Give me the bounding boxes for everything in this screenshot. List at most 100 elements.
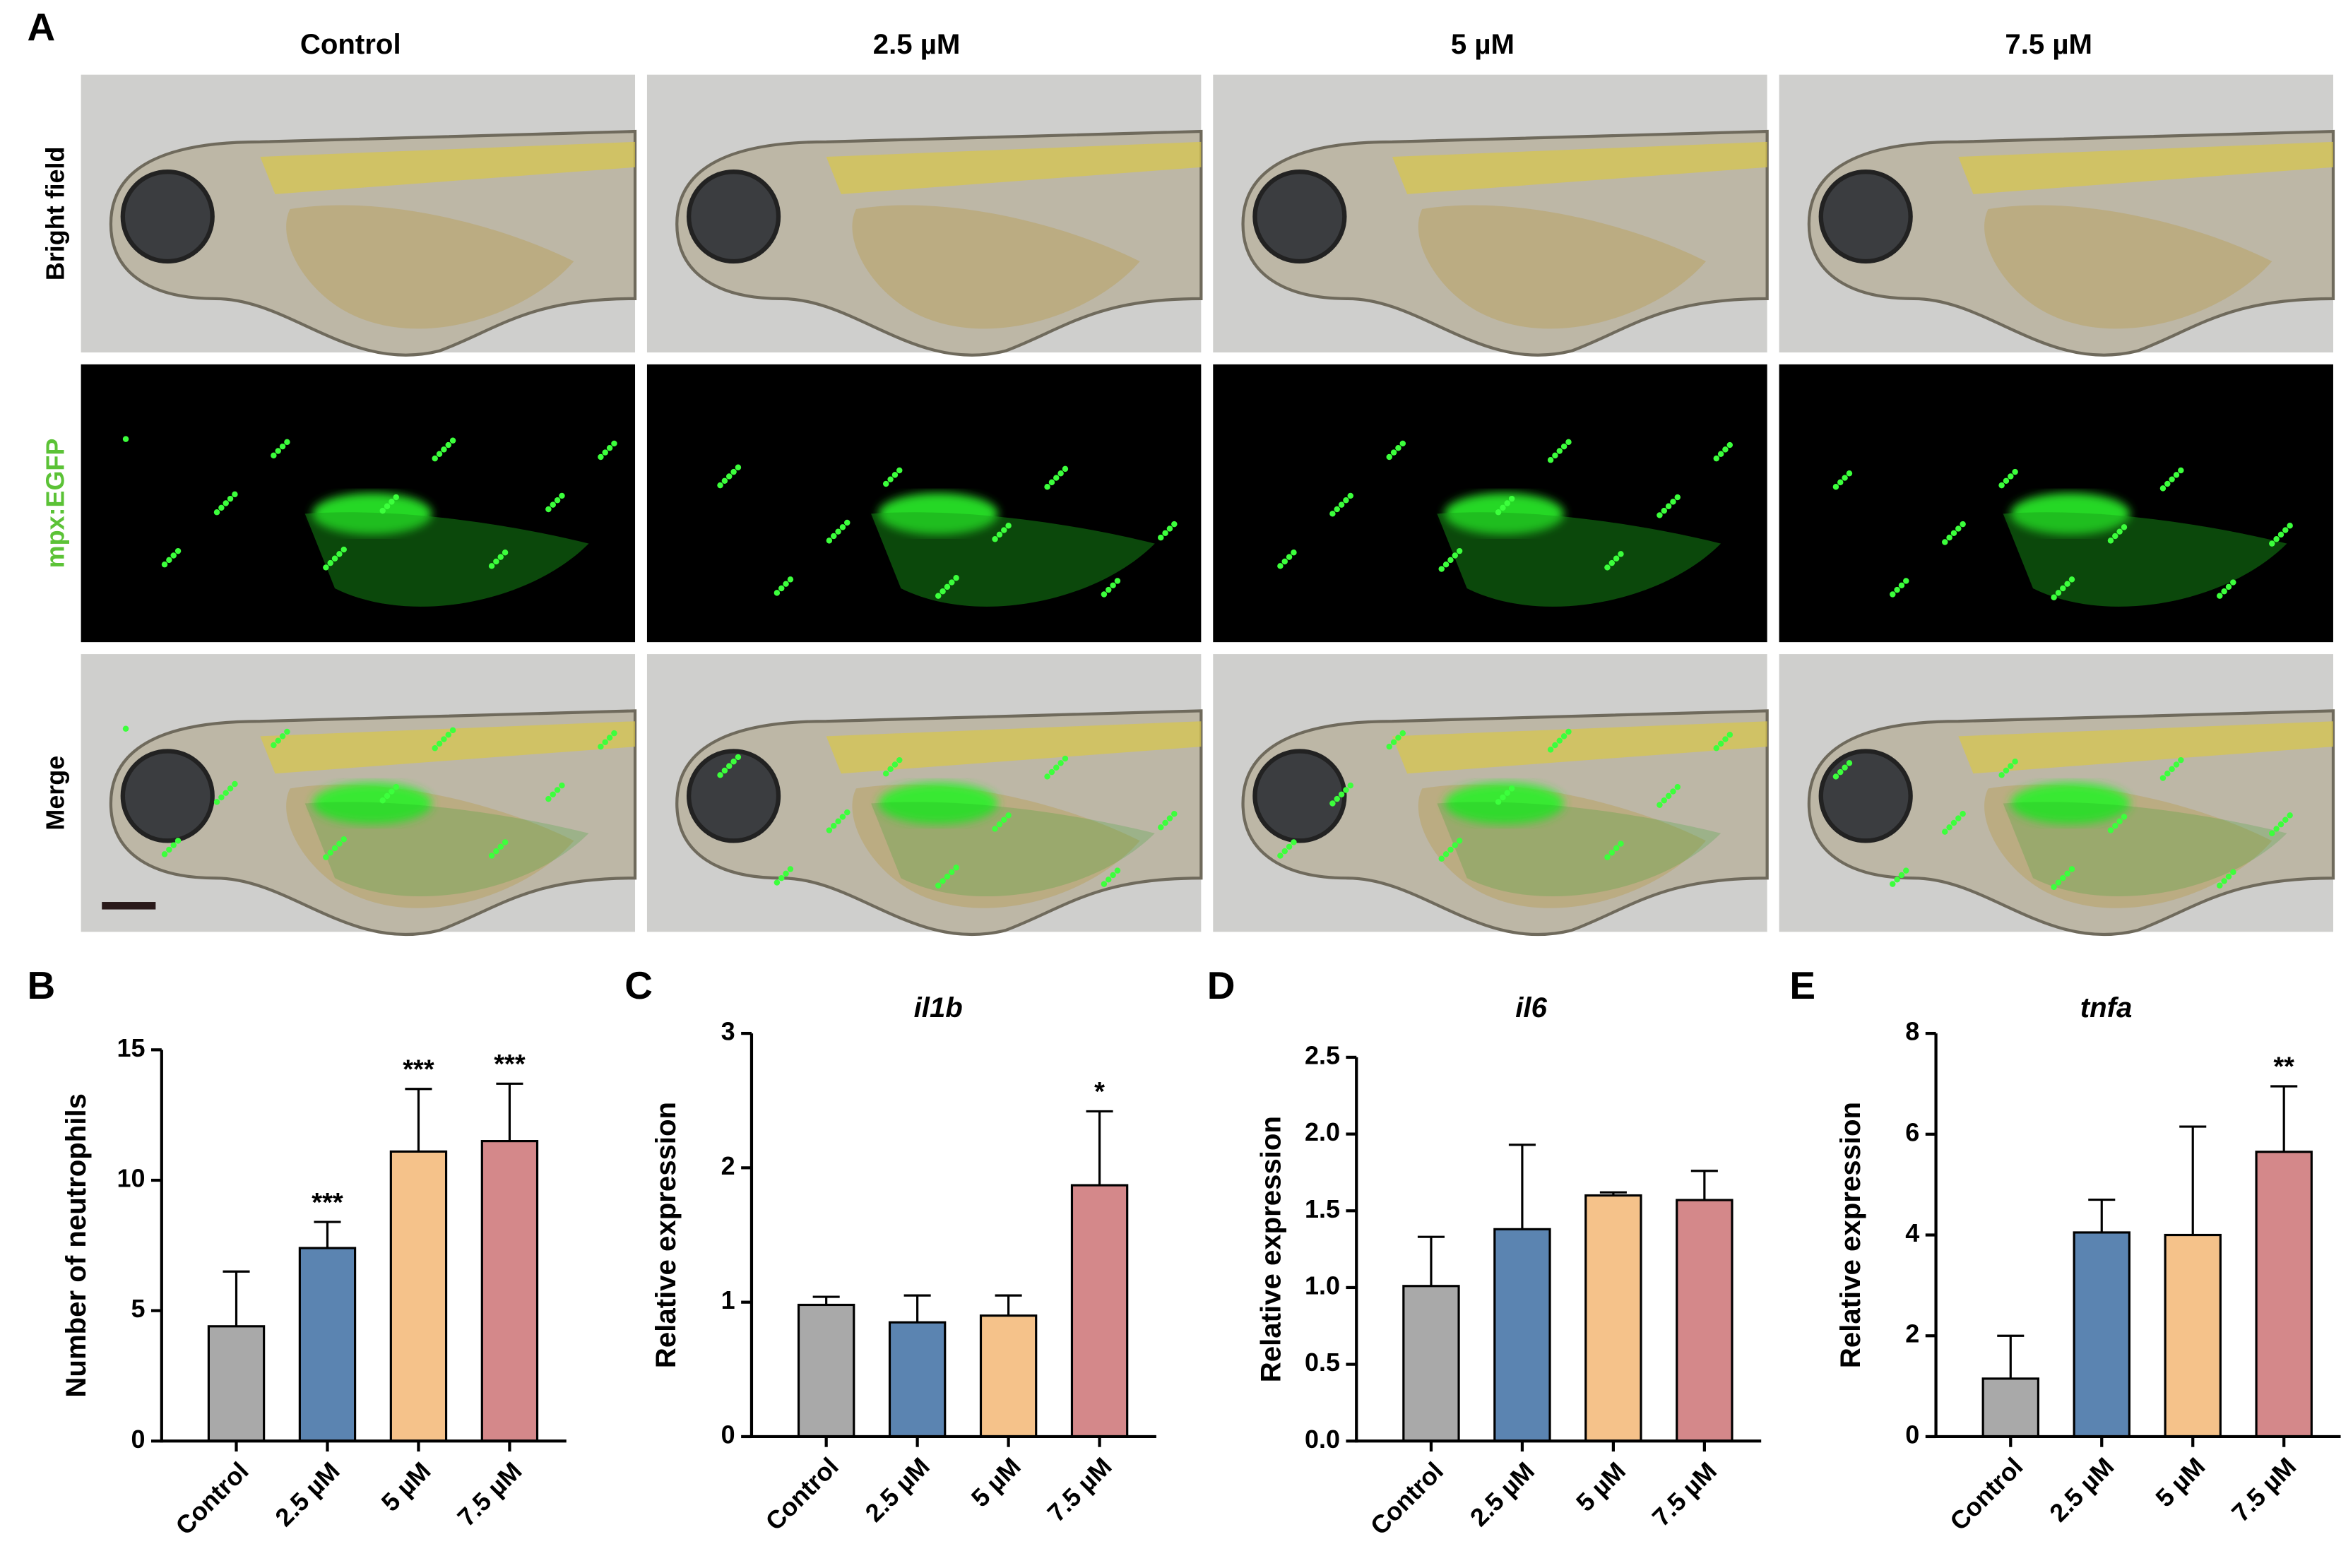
eye: [1818, 749, 1913, 843]
panel-label: C: [624, 963, 653, 1007]
gfp-cell: [1846, 760, 1853, 766]
gfp-cell: [992, 826, 998, 832]
gfp-cell: [227, 785, 234, 792]
gfp-cell: [1903, 867, 1909, 874]
gfp-cell: [1508, 785, 1515, 792]
gfp-cell: [384, 792, 391, 800]
gfp-cell: [1158, 824, 1164, 831]
gfp-cell: [1495, 509, 1502, 516]
scale-bar: [102, 902, 156, 910]
error-bar: [1417, 1235, 1445, 1286]
gfp-cell: [1114, 867, 1121, 874]
significance: ***: [494, 1050, 526, 1079]
dorsal: [1392, 141, 1767, 194]
gfp-cell: [2008, 763, 2014, 769]
gfp-cell: [2068, 576, 2075, 583]
gfp-cell: [550, 501, 556, 508]
gfp-cell: [1347, 492, 1353, 499]
gfp-cell: [1057, 470, 1064, 477]
gfp-cell: [559, 492, 565, 499]
gfp-cell: [787, 866, 794, 872]
significance: ***: [403, 1055, 434, 1084]
y-tick-label: 2: [721, 1151, 735, 1180]
gfp-cell: [559, 782, 565, 789]
gfp-cell: [1338, 501, 1345, 508]
gfp-cell: [1722, 446, 1729, 453]
gfp-cell: [1286, 843, 1293, 850]
gfp-cell: [1347, 782, 1353, 789]
column-header: 5 µM: [1451, 28, 1515, 60]
gfp-yolk: [871, 512, 1155, 607]
bar: [2255, 1151, 2313, 1438]
gfp-cell: [831, 533, 837, 540]
column-header: 7.5 µM: [2005, 28, 2092, 60]
gfp-cell: [611, 440, 617, 447]
gfp-cell: [1722, 736, 1729, 742]
eye: [1252, 169, 1347, 264]
x-tick-label: Control: [759, 1451, 843, 1536]
gfp-cell: [611, 730, 617, 737]
gfp-cell: [1613, 845, 1620, 852]
x-tick-label: 7.5 µM: [1041, 1451, 1117, 1527]
gfp-cell: [826, 827, 833, 833]
gfp-cell: [787, 576, 794, 583]
micrograph: [81, 654, 637, 937]
gfp-cell: [835, 528, 841, 535]
chart-title: il1b: [914, 992, 963, 1023]
micrograph: [1779, 364, 2333, 643]
micrograph: [1213, 654, 1769, 937]
gfp-cell: [730, 759, 737, 765]
error-bar: [2270, 1085, 2298, 1152]
gfp-cell: [1713, 455, 1719, 462]
gfp-cell: [1657, 512, 1663, 518]
gfp-cell: [2116, 528, 2123, 535]
gfp-cell: [2012, 759, 2018, 765]
gfp-cell: [2217, 882, 2223, 889]
gfp-cell: [1343, 497, 1349, 504]
chart-title: il6: [1515, 992, 1547, 1023]
significance: *: [1094, 1077, 1105, 1107]
gfp-cell: [554, 787, 561, 793]
gfp-cell: [1162, 530, 1168, 537]
gfp-cell: [1950, 530, 1957, 537]
gfp-cell: [1604, 564, 1611, 571]
gfp-cell: [1832, 484, 1839, 490]
gfp-cell: [2221, 878, 2227, 884]
gfp-cell: [2164, 770, 2171, 777]
gfp-cell: [432, 455, 438, 462]
gfp-cell: [1338, 791, 1345, 798]
row-label: Merge: [40, 756, 69, 831]
error-bar: [223, 1270, 250, 1326]
gfp-cell: [379, 507, 386, 514]
gfp-cell: [1442, 561, 1450, 568]
y-tick-label: 1.0: [1305, 1271, 1340, 1300]
x-tick-label: 5 µM: [966, 1451, 1026, 1512]
gfp-cell: [953, 865, 959, 871]
gfp-cell: [327, 559, 333, 566]
gfp-cell: [336, 841, 343, 847]
gfp-liver: [312, 492, 432, 535]
eye: [686, 169, 781, 264]
dorsal: [1392, 721, 1767, 774]
gfp-cell: [2282, 527, 2289, 533]
gfp-cell: [1048, 768, 1055, 776]
gfp-cell: [432, 745, 438, 752]
bar: [1070, 1184, 1129, 1438]
gfp-cell: [940, 588, 946, 595]
gfp-cell: [441, 446, 447, 453]
gfp-cell: [2287, 523, 2293, 529]
bar: [389, 1150, 448, 1442]
gfp-liver: [312, 782, 432, 825]
micrograph: [81, 364, 636, 643]
dorsal: [260, 721, 636, 774]
y-tick-label: 4: [1905, 1218, 1919, 1247]
gfp-cell: [1001, 816, 1007, 823]
gfp-cell: [2116, 818, 2123, 825]
gfp-cell: [1447, 557, 1454, 564]
gfp-cell: [1560, 443, 1567, 450]
gfp-cell: [2064, 581, 2070, 587]
gfp-cell: [389, 788, 395, 795]
gfp-cell: [2003, 477, 2010, 485]
gfp-cell: [2277, 531, 2284, 538]
